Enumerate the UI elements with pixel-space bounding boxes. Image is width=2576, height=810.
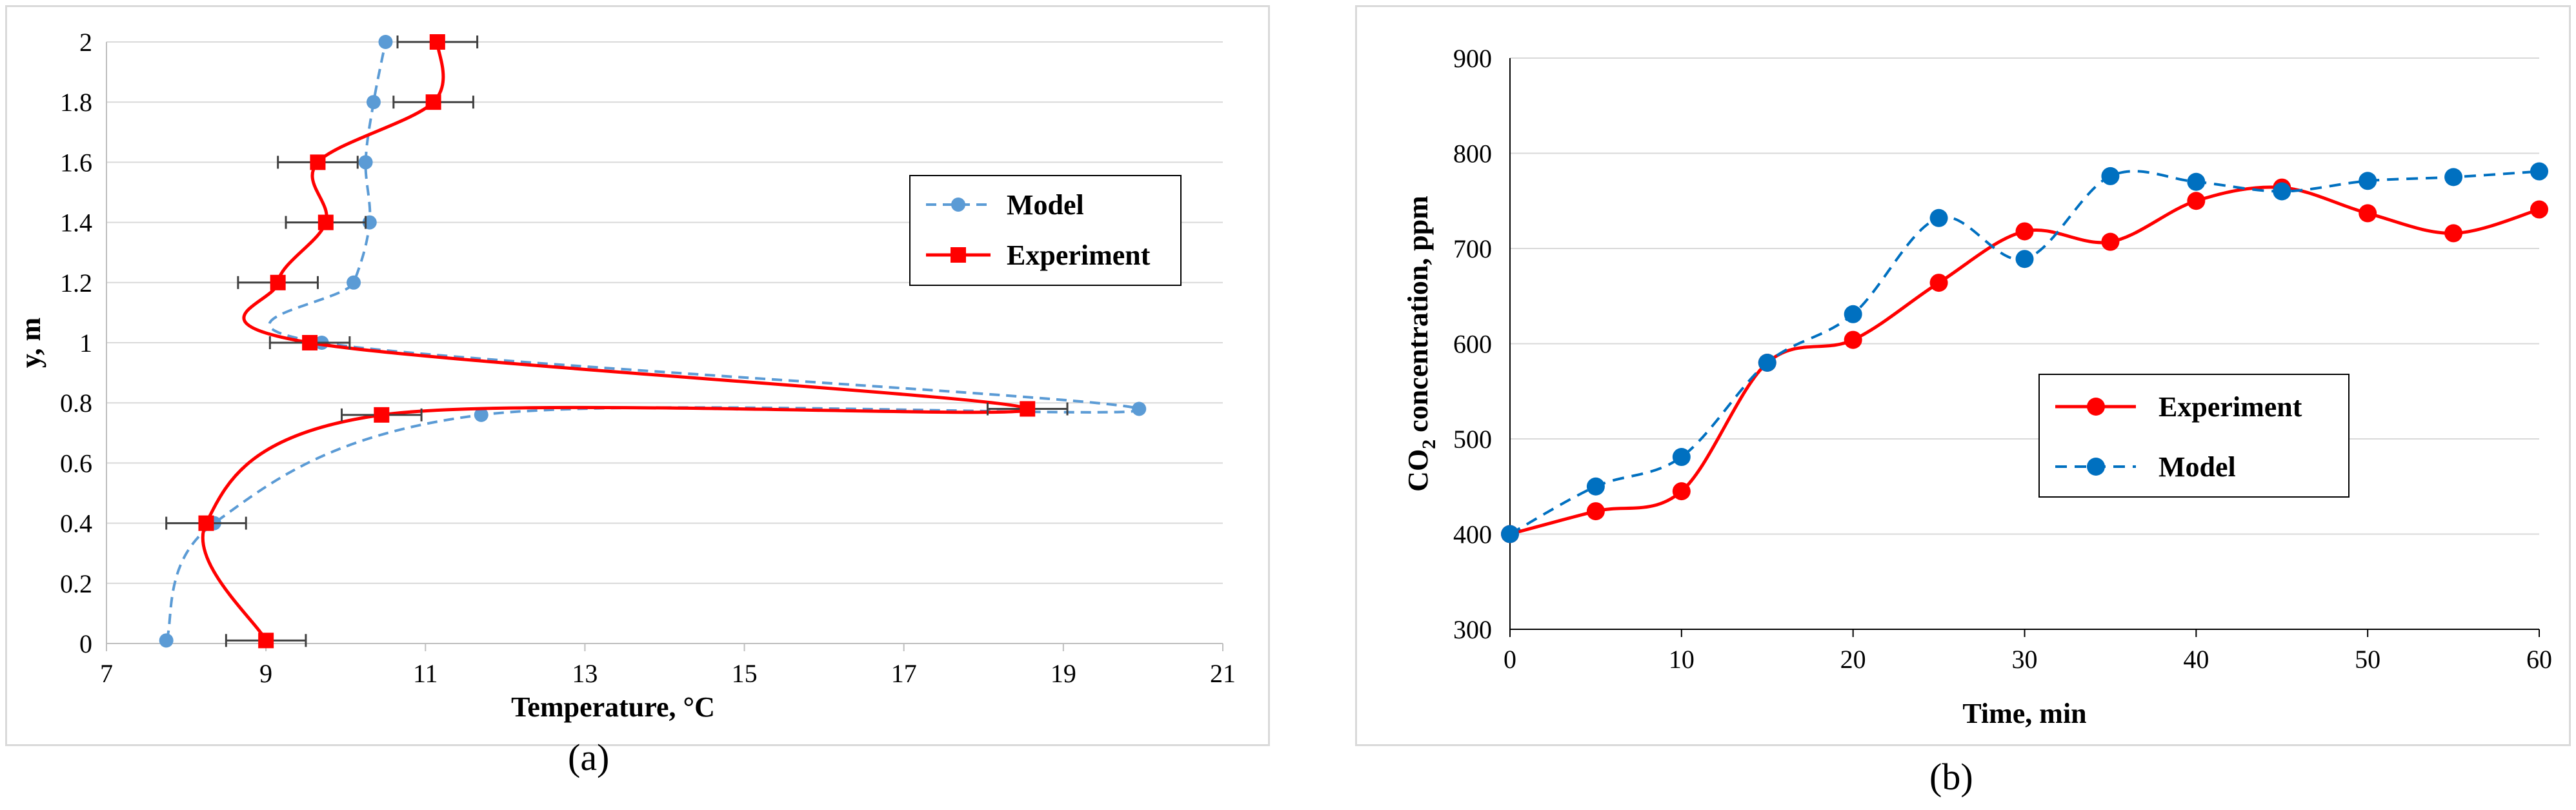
- chart-b-frame: [1355, 5, 2571, 746]
- a-point-experiment: [258, 633, 274, 649]
- a-point-experiment: [198, 515, 214, 531]
- b-x-tick-label: 10: [1669, 645, 1695, 674]
- b-point-experiment: [2015, 222, 2034, 241]
- b-y-tick-label: 600: [1453, 330, 1492, 359]
- a-legend-box: [909, 175, 1182, 286]
- b-point-model: [2187, 172, 2206, 191]
- a-y-tick-label: 0.2: [60, 569, 92, 598]
- b-point-model: [1929, 208, 1948, 227]
- a-y-axis-title: y, m: [15, 318, 46, 368]
- b-x-tick-label: 50: [2355, 645, 2380, 674]
- b-point-experiment: [1844, 330, 1862, 349]
- a-y-tick-label: 1.4: [60, 208, 92, 238]
- a-point-model: [159, 633, 174, 648]
- a-legend-label: Model: [1007, 189, 1084, 221]
- b-point-model: [2530, 162, 2548, 181]
- a-legend-label: Experiment: [1007, 239, 1151, 271]
- b-point-model: [1586, 477, 1605, 496]
- b-y-tick-label: 700: [1453, 234, 1492, 263]
- a-point-model: [474, 407, 488, 422]
- a-y-tick-label: 0.4: [60, 509, 92, 538]
- b-point-model: [2444, 168, 2463, 187]
- b-point-model: [1844, 305, 1862, 323]
- b-point-experiment: [1586, 502, 1605, 521]
- a-x-tick-label: 15: [732, 659, 758, 688]
- b-point-experiment: [1672, 482, 1691, 501]
- a-point-experiment: [374, 407, 390, 423]
- b-point-experiment: [2359, 204, 2377, 223]
- chart-a-frame: [5, 5, 1270, 746]
- a-point-experiment: [429, 34, 445, 50]
- a-x-tick-label: 17: [891, 659, 917, 688]
- a-y-tick-label: 0.8: [60, 389, 92, 418]
- b-legend-box: [2038, 374, 2350, 498]
- a-x-tick-label: 19: [1051, 659, 1076, 688]
- b-x-tick-label: 20: [1840, 645, 1866, 674]
- b-point-experiment: [2530, 200, 2548, 219]
- b-x-axis-title: Time, min: [1962, 698, 2086, 729]
- a-point-model: [347, 275, 361, 290]
- a-point-model: [358, 155, 373, 170]
- a-y-tick-label: 1.8: [60, 88, 92, 117]
- a-point-model: [366, 95, 381, 110]
- b-point-model: [2359, 172, 2377, 190]
- a-y-tick-label: 2: [79, 28, 92, 57]
- b-point-model: [1758, 354, 1776, 372]
- a-legend-marker: [951, 197, 965, 212]
- b-point-model: [2273, 182, 2291, 201]
- b-point-model: [2101, 167, 2120, 185]
- a-point-experiment: [310, 154, 326, 170]
- b-y-tick-label: 500: [1453, 425, 1492, 454]
- a-point-experiment: [1020, 401, 1036, 417]
- a-point-model: [1132, 401, 1147, 416]
- b-legend-label: Model: [2158, 451, 2236, 483]
- a-x-tick-label: 21: [1210, 659, 1236, 688]
- b-legend-marker: [2087, 398, 2105, 416]
- b-y-tick-label: 400: [1453, 520, 1492, 549]
- caption-b: (b): [1929, 756, 1973, 798]
- a-y-tick-label: 1.2: [60, 268, 92, 298]
- a-x-tick-label: 9: [259, 659, 272, 688]
- a-y-tick-label: 1.6: [60, 148, 92, 177]
- b-y-tick-label: 800: [1453, 139, 1492, 168]
- b-point-experiment: [2101, 232, 2120, 251]
- a-legend-marker: [951, 247, 966, 263]
- a-point-experiment: [270, 274, 286, 290]
- caption-a: (a): [568, 736, 610, 778]
- b-y-tick-label: 300: [1453, 615, 1492, 644]
- b-series-line-model: [1509, 170, 2540, 536]
- b-point-model: [1501, 525, 1519, 543]
- b-legend-label: Experiment: [2158, 391, 2302, 423]
- a-point-model: [378, 35, 393, 49]
- a-x-axis-title: Temperature, °C: [511, 691, 715, 723]
- a-point-experiment: [425, 94, 441, 110]
- b-y-tick-label: 900: [1453, 44, 1492, 73]
- a-point-experiment: [302, 335, 318, 350]
- b-legend-marker: [2087, 458, 2105, 476]
- a-y-tick-label: 1: [79, 329, 92, 358]
- b-x-tick-label: 60: [2526, 645, 2552, 674]
- b-x-tick-label: 40: [2183, 645, 2209, 674]
- a-point-experiment: [317, 214, 334, 230]
- b-point-model: [1672, 448, 1691, 467]
- b-x-tick-label: 30: [2012, 645, 2038, 674]
- a-x-tick-label: 11: [413, 659, 438, 688]
- a-x-tick-label: 7: [100, 659, 113, 688]
- b-point-experiment: [2444, 224, 2463, 243]
- b-point-model: [2015, 250, 2034, 268]
- b-point-experiment: [1929, 274, 1948, 292]
- a-y-tick-label: 0: [79, 629, 92, 658]
- b-y-axis-title: CO2 concentration, ppm: [1402, 196, 1440, 492]
- a-x-tick-label: 13: [572, 659, 598, 688]
- a-y-tick-label: 0.6: [60, 449, 92, 478]
- a-series-line-model: [165, 41, 1142, 642]
- b-x-tick-label: 0: [1504, 645, 1516, 674]
- b-point-experiment: [2187, 192, 2206, 210]
